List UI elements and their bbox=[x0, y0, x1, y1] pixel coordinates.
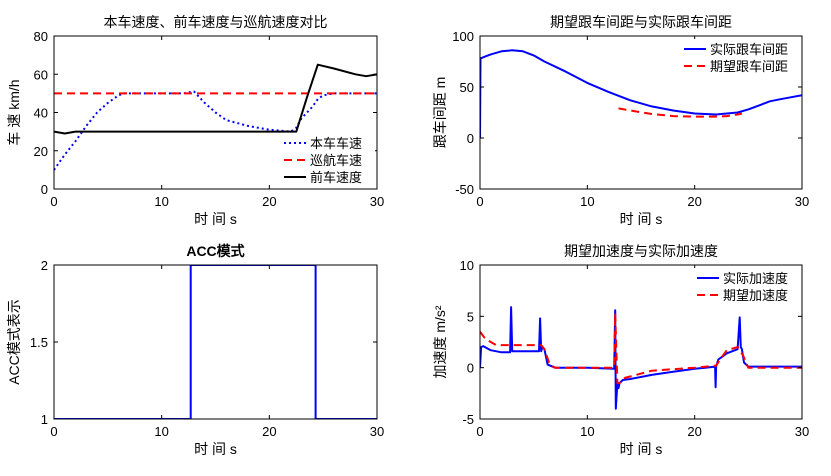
y-tick-label: 50 bbox=[460, 80, 474, 95]
plot-frame bbox=[479, 35, 803, 190]
legend-label: 期望跟车间距 bbox=[710, 59, 788, 74]
legend-label: 前车速度 bbox=[310, 170, 362, 185]
y-tick-label: 2 bbox=[41, 258, 48, 273]
x-tick-label: 30 bbox=[795, 424, 809, 439]
y-axis-label: 车 速 km/h bbox=[6, 79, 22, 145]
legend-label: 实际加速度 bbox=[723, 271, 788, 286]
y-tick-label: 0 bbox=[467, 131, 474, 146]
y-tick-label: 1 bbox=[41, 412, 48, 427]
series-1-line bbox=[480, 49, 802, 139]
series-2-line bbox=[618, 107, 743, 118]
y-tick-label: 10 bbox=[460, 258, 474, 273]
legend-label: 巡航车速 bbox=[310, 153, 362, 168]
legend-label: 期望加速度 bbox=[723, 288, 788, 303]
legend-label: 实际跟车间距 bbox=[710, 42, 788, 57]
x-tick-label: 0 bbox=[476, 424, 483, 439]
x-axis-label: 时 间 s bbox=[194, 211, 237, 227]
y-tick-label: 1.5 bbox=[30, 335, 48, 350]
x-tick-label: 20 bbox=[687, 194, 701, 209]
x-tick-label: 10 bbox=[154, 194, 168, 209]
y-tick-label: 60 bbox=[34, 67, 48, 82]
x-tick-label: 10 bbox=[580, 424, 594, 439]
y-axis-label: 跟车间距 m bbox=[432, 77, 448, 149]
y-tick-label: 0 bbox=[467, 361, 474, 376]
plot-area bbox=[54, 265, 377, 419]
x-tick-label: 30 bbox=[370, 194, 384, 209]
x-axis-label: 时 间 s bbox=[194, 441, 237, 457]
y-tick-label: -50 bbox=[455, 182, 474, 197]
chart-title: 本车速度、前车速度与巡航速度对比 bbox=[104, 14, 328, 30]
x-tick-label: 20 bbox=[262, 424, 276, 439]
y-tick-label: 100 bbox=[452, 29, 474, 44]
x-axis-label: 时 间 s bbox=[620, 211, 663, 227]
x-tick-label: 30 bbox=[795, 194, 809, 209]
x-tick-label: 20 bbox=[262, 194, 276, 209]
x-tick-label: 0 bbox=[50, 424, 57, 439]
chart-title: 期望跟车间距与实际跟车间距 bbox=[550, 14, 732, 30]
y-axis-label: ACC模式表示 bbox=[6, 299, 22, 385]
x-axis-label: 时 间 s bbox=[620, 441, 663, 457]
x-tick-label: 0 bbox=[50, 194, 57, 209]
x-tick-label: 30 bbox=[370, 424, 384, 439]
chart-title: 期望加速度与实际加速度 bbox=[564, 243, 718, 259]
plot-frame bbox=[53, 35, 378, 190]
x-tick-label: 10 bbox=[580, 194, 594, 209]
y-tick-label: 40 bbox=[34, 106, 48, 121]
y-tick-label: 80 bbox=[34, 29, 48, 44]
plot-frame bbox=[53, 264, 378, 420]
y-tick-label: 0 bbox=[41, 182, 48, 197]
y-tick-label: 20 bbox=[34, 144, 48, 159]
x-tick-label: 0 bbox=[476, 194, 483, 209]
series-2-line bbox=[480, 312, 802, 385]
x-tick-label: 20 bbox=[687, 424, 701, 439]
x-tick-label: 10 bbox=[154, 424, 168, 439]
y-axis-label: 加速度 m/s² bbox=[432, 305, 448, 378]
legend-label: 本车车速 bbox=[310, 136, 362, 151]
series-3-line bbox=[54, 63, 377, 135]
plot-frame bbox=[479, 264, 803, 420]
y-tick-label: 5 bbox=[467, 309, 474, 324]
y-tick-label: -5 bbox=[462, 412, 474, 427]
chart-title: ACC模式 bbox=[186, 243, 244, 259]
series-1-line bbox=[54, 90, 377, 171]
